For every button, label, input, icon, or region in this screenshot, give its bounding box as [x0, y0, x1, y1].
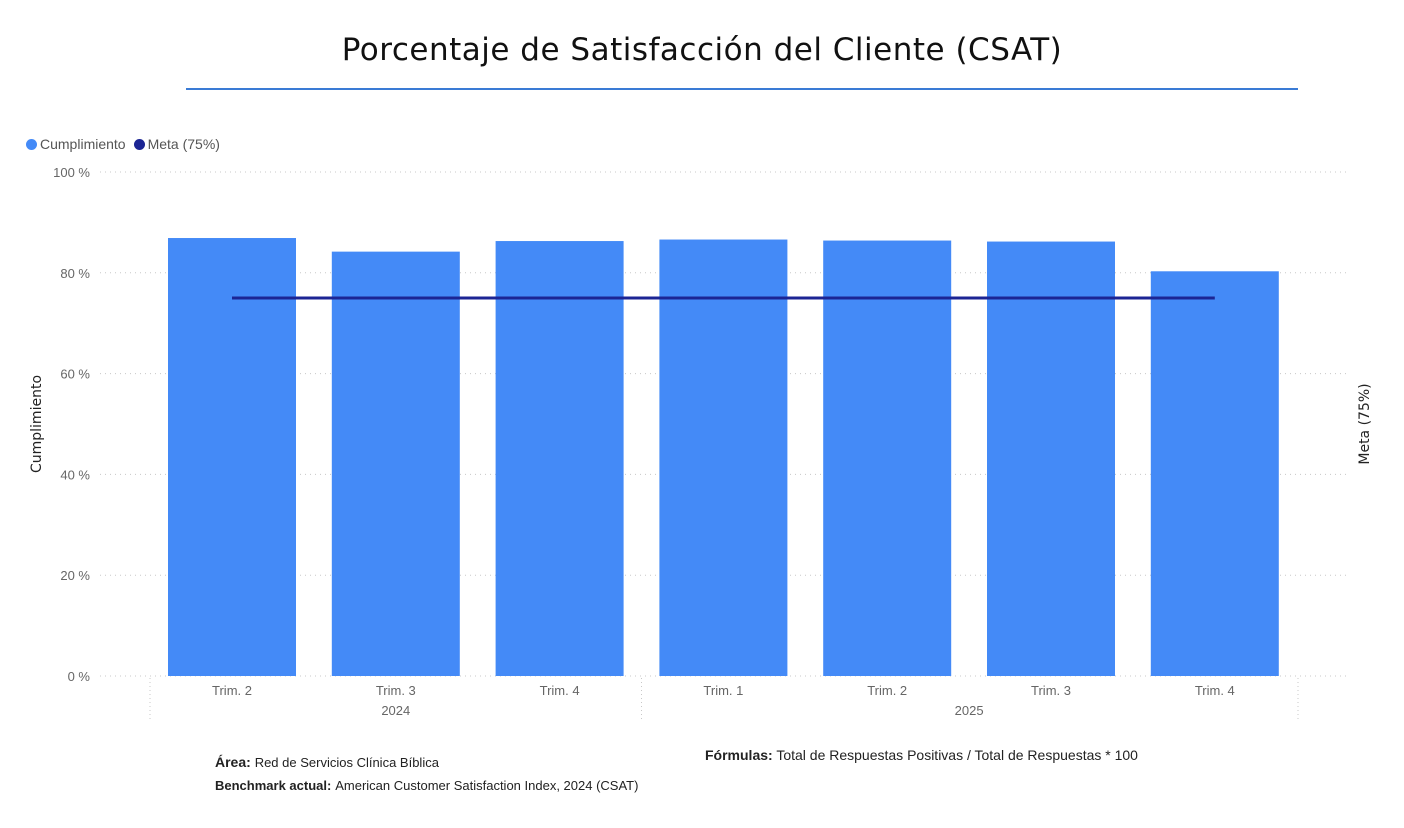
x-tick-label: Trim. 4: [540, 683, 580, 698]
legend-swatch-cumplimiento: [26, 138, 37, 150]
legend-label-meta: Meta (75%): [147, 136, 220, 152]
area-value: Red de Servicios Clínica Bíblica: [254, 755, 439, 770]
bar[interactable]: [659, 239, 788, 676]
x-tick-label: Trim. 4: [1195, 683, 1235, 698]
legend-swatch-meta: [133, 138, 145, 150]
y-tick-label: 40 %: [60, 467, 90, 482]
y-tick-label: 80 %: [60, 266, 90, 281]
formula-value: Total de Respuestas Positivas / Total de…: [776, 747, 1138, 763]
notes-right: Fórmulas: Total de Respuestas Positivas …: [705, 744, 1138, 766]
x-group-label: 2025: [955, 703, 984, 718]
y-tick-label: 0 %: [68, 669, 91, 684]
y-tick-label: 100 %: [53, 165, 90, 180]
x-tick-label: Trim. 2: [212, 683, 252, 698]
x-tick-label: Trim. 2: [867, 683, 907, 698]
x-tick-label: Trim. 3: [376, 683, 416, 698]
x-group-label: 2024: [381, 703, 410, 718]
x-tick-label: Trim. 1: [703, 683, 743, 698]
legend-item-cumplimiento[interactable]: Cumplimiento: [26, 136, 126, 152]
legend-item-meta[interactable]: Meta (75%): [133, 136, 220, 152]
bar[interactable]: [987, 241, 1115, 676]
area-note: Área: Red de Servicios Clínica Bíblica: [215, 751, 638, 774]
bar[interactable]: [823, 240, 952, 676]
benchmark-note: Benchmark actual: American Customer Sati…: [215, 774, 638, 797]
y-tick-labels: 0 % 20 % 40 % 60 % 80 % 100 %: [53, 165, 90, 684]
benchmark-label: Benchmark actual:: [215, 778, 332, 793]
y-axis-title: Cumplimiento: [29, 375, 45, 473]
bars: [168, 238, 1279, 677]
benchmark-value: American Customer Satisfaction Index, 20…: [335, 778, 639, 793]
formula-note: Fórmulas: Total de Respuestas Positivas …: [705, 744, 1138, 766]
notes-left: Área: Red de Servicios Clínica Bíblica B…: [215, 751, 638, 797]
bar[interactable]: [1150, 271, 1279, 676]
y-tick-label: 60 %: [60, 367, 90, 382]
bar[interactable]: [495, 241, 624, 676]
x-tick-labels: Trim. 2 Trim. 3 Trim. 4 Trim. 1 Trim. 2 Trim.…: [212, 683, 1235, 698]
bar[interactable]: [168, 238, 296, 677]
y-tick-label: 20 %: [60, 568, 90, 583]
formula-label: Fórmulas:: [705, 747, 773, 763]
x-group-labels: 2024 2025: [149, 678, 1299, 722]
bar[interactable]: [331, 251, 460, 676]
chart-title: Porcentaje de Satisfacción del Cliente (…: [341, 32, 1063, 68]
x-tick-label: Trim. 3: [1031, 683, 1071, 698]
legend: Cumplimiento Meta (75%): [26, 136, 228, 152]
legend-label-cumplimiento: Cumplimiento: [40, 136, 126, 152]
title-underline: [186, 88, 1298, 90]
y2-axis-title: Meta (75%): [1357, 383, 1373, 464]
area-label: Área:: [215, 754, 251, 770]
